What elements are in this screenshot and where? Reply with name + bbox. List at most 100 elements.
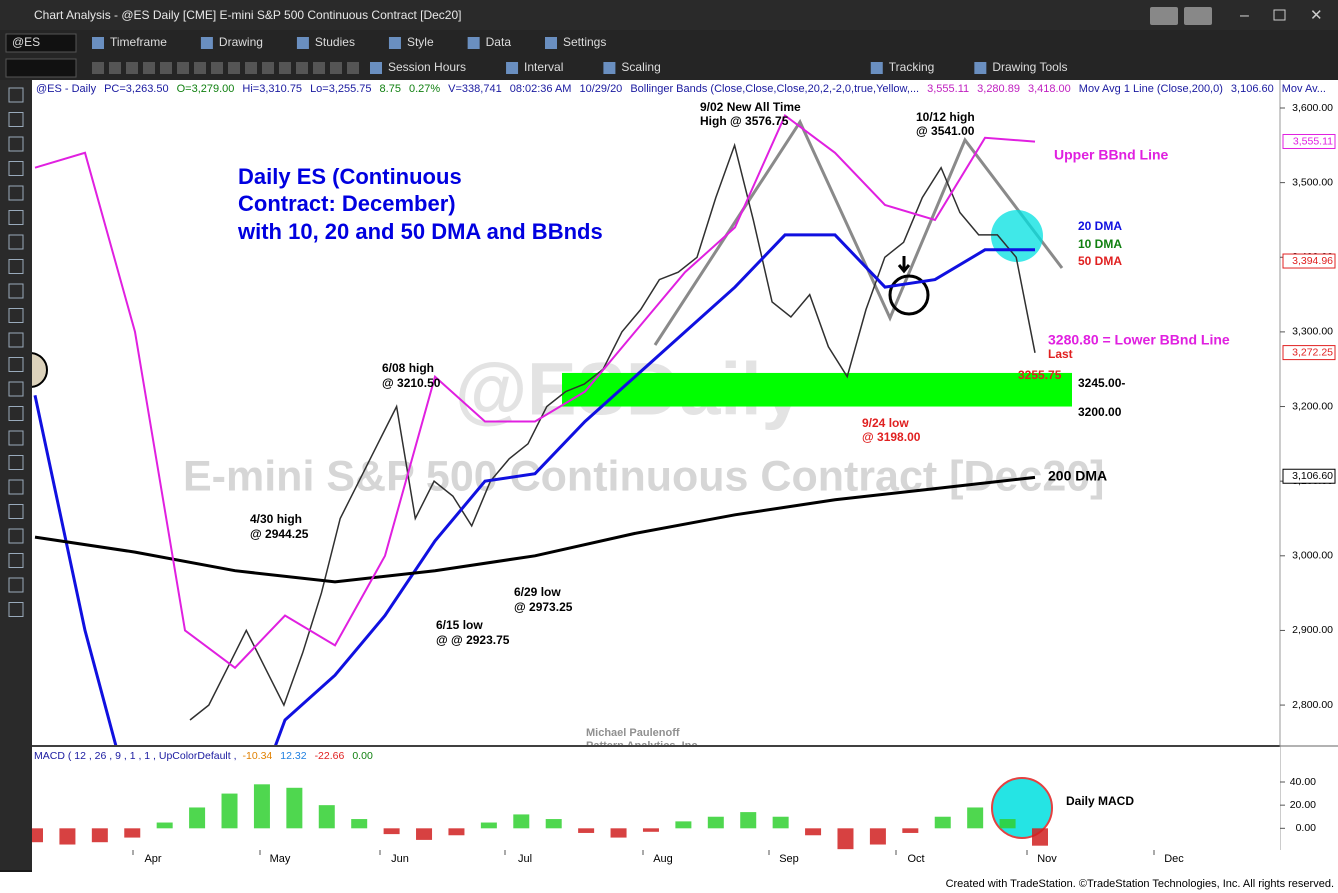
toolbar-button[interactable]: Scaling	[621, 60, 660, 74]
drawing-tool[interactable]	[8, 283, 24, 299]
macd-pane	[32, 747, 1280, 850]
footer: Created with TradeStation. ©TradeStation…	[946, 878, 1334, 890]
drawing-tool[interactable]	[8, 161, 24, 176]
annotation: 50 DMA	[1078, 254, 1122, 268]
interval-box[interactable]	[5, 58, 77, 78]
drawing-tool[interactable]	[8, 553, 24, 568]
tool-icon[interactable]	[126, 62, 138, 74]
status-item: 3,106.60	[1231, 83, 1274, 95]
annotation: 6/15 low	[436, 618, 483, 632]
drawing-tool[interactable]	[8, 528, 24, 544]
annotation: 10 DMA	[1078, 237, 1122, 251]
tool-icon[interactable]	[506, 62, 519, 74]
drawing-tool[interactable]	[8, 234, 24, 250]
toolbar-button[interactable]: Style	[407, 35, 434, 49]
macd-bar	[967, 807, 984, 829]
annotation: 10/12 high	[916, 110, 975, 124]
macd-bar	[480, 822, 497, 829]
tool-icon[interactable]	[296, 37, 309, 49]
tool-icon[interactable]	[467, 37, 480, 49]
scroll-handle[interactable]	[13, 352, 48, 388]
symbol-box[interactable]	[5, 33, 77, 53]
highlight-circle	[888, 274, 930, 316]
annotation: @ 2944.25	[250, 527, 309, 541]
macd-bar	[448, 828, 465, 836]
macd-reading: -10.34	[243, 750, 273, 762]
drawing-tool[interactable]	[8, 455, 24, 470]
y-tick-label: 2,800.00	[1292, 699, 1333, 711]
annotation: Last	[1048, 347, 1073, 361]
tool-icon[interactable]	[200, 37, 213, 49]
maximize[interactable]	[1273, 9, 1286, 21]
toolbar-button[interactable]: Data	[486, 35, 512, 49]
tool-icon[interactable]	[330, 62, 342, 74]
toolbar-button[interactable]: Timeframe	[110, 35, 167, 49]
drawing-tool[interactable]	[8, 381, 24, 397]
toolbar-button[interactable]: Studies	[315, 35, 355, 49]
annotation: 20 DMA	[1078, 219, 1122, 233]
tool-icon[interactable]	[545, 37, 557, 49]
drawing-tool[interactable]	[8, 210, 24, 225]
y-tick-label: 40.00	[1290, 776, 1316, 788]
tool-icon[interactable]	[974, 62, 987, 74]
drawing-tool[interactable]	[8, 259, 24, 274]
arrow	[897, 256, 911, 274]
drawing-tool[interactable]	[8, 185, 24, 201]
tool-icon[interactable]	[160, 62, 172, 74]
drawing-tool[interactable]	[8, 308, 24, 323]
price-badge	[1282, 133, 1336, 149]
drawing-tool[interactable]	[8, 430, 24, 446]
annotation: 9/24 low	[862, 416, 909, 430]
drawings: @ESDailyE-mini S&P 500 Continuous Contra…	[13, 100, 1230, 745]
style-button[interactable]	[1150, 7, 1178, 25]
tool-icon[interactable]	[211, 62, 223, 74]
drawing-tool[interactable]	[8, 136, 24, 152]
annotation: 3200.00	[1078, 405, 1122, 419]
tool-icon[interactable]	[347, 62, 359, 74]
macd-bar	[124, 828, 141, 838]
tool-icon[interactable]	[870, 62, 883, 74]
annotation: 3280.80 = Lower BBnd Line	[1048, 332, 1230, 348]
time-label: Sep	[779, 853, 799, 865]
toolbar-button[interactable]: Drawing	[219, 35, 263, 49]
tool-icon[interactable]	[143, 62, 155, 74]
tool-icon[interactable]	[296, 62, 308, 74]
drawing-tool[interactable]	[8, 479, 24, 495]
toolbar-button[interactable]: Drawing Tools	[992, 60, 1067, 74]
minimize[interactable]: –	[1240, 7, 1249, 24]
macd-bar	[1032, 828, 1048, 846]
tool-icon[interactable]	[194, 62, 206, 74]
drawing-tool[interactable]	[8, 577, 24, 593]
drawing-tool[interactable]	[8, 504, 24, 519]
tool-icon[interactable]	[262, 62, 274, 74]
toolbar-button[interactable]: Session Hours	[388, 60, 466, 74]
drawing-tool[interactable]	[8, 332, 24, 348]
tool-icon[interactable]	[177, 62, 189, 74]
annotation: Upper BBnd Line	[1054, 147, 1169, 163]
close[interactable]: ✕	[1310, 7, 1323, 24]
drawing-tool[interactable]	[8, 602, 24, 617]
toolbar-button[interactable]: Settings	[563, 35, 606, 49]
drawing-tool[interactable]	[8, 87, 24, 103]
tool-icon[interactable]	[388, 37, 401, 49]
tool-icon[interactable]	[245, 62, 257, 74]
drawing-tool[interactable]	[8, 406, 24, 421]
tool-icon[interactable]	[603, 62, 616, 74]
series-line	[34, 113, 1036, 670]
tool-icon[interactable]	[92, 37, 104, 49]
drawing-tool[interactable]	[8, 357, 24, 372]
drawing-tool[interactable]	[8, 112, 24, 127]
tool-icon[interactable]	[313, 62, 325, 74]
tool-icon[interactable]	[370, 62, 382, 74]
y-tick-label: 3,200.00	[1292, 400, 1333, 412]
annotation: Contract: December)	[238, 191, 456, 216]
tool-icon[interactable]	[92, 62, 104, 74]
toolbar-button[interactable]: Interval	[524, 60, 563, 74]
price-badge	[1282, 468, 1336, 484]
window-button[interactable]	[1184, 7, 1212, 25]
status-item: 3,555.11	[927, 83, 969, 95]
tool-icon[interactable]	[228, 62, 240, 74]
toolbar-button[interactable]: Tracking	[889, 60, 935, 74]
tool-icon[interactable]	[109, 62, 121, 74]
tool-icon[interactable]	[279, 62, 291, 74]
